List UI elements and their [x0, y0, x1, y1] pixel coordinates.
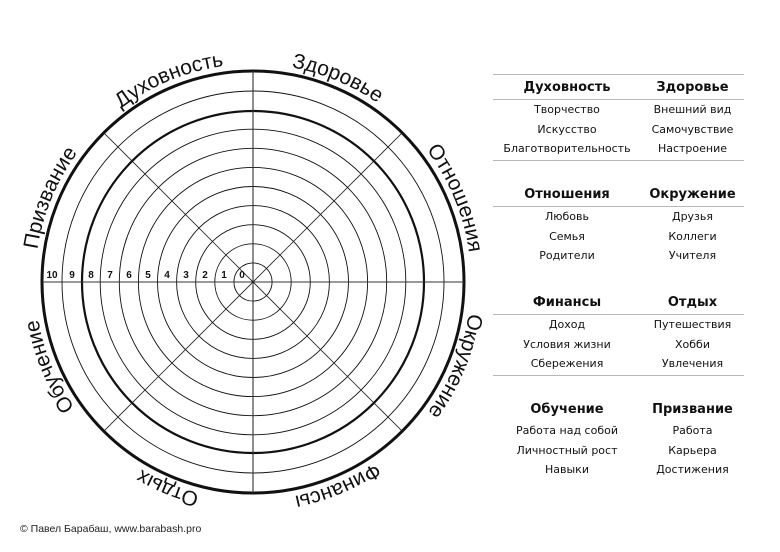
wheel-spokes [42, 71, 464, 493]
legend-item: Хобби [675, 337, 710, 351]
legend-item: Друзья [671, 210, 714, 224]
sector-label: Духовность [110, 48, 224, 113]
legend-row: Благотворительность Настроение [493, 139, 744, 159]
legend-row: Личностный рост Карьера [493, 441, 744, 461]
scale-number: 9 [69, 270, 75, 281]
legend-item: Учителя [668, 249, 717, 263]
legend-row: Работа над собой Работа [493, 421, 744, 441]
scale-number: 1 [221, 270, 227, 281]
legend-row: Творчество Внешний вид [493, 100, 744, 120]
sector-label: Окружение [424, 312, 487, 423]
legend-row: Семья Коллеги [493, 227, 744, 247]
legend-header: Обучение [530, 401, 604, 417]
legend-header: Здоровье [656, 79, 729, 95]
legend-row: Навыки Достижения [493, 460, 744, 480]
scale-number: 8 [88, 270, 94, 281]
scale-number: 4 [164, 270, 170, 281]
legend-item: Самочувствие [651, 122, 734, 136]
legend-header: Духовность [523, 79, 611, 95]
legend-item: Семья [549, 229, 585, 243]
legend-section-4: Обучение Призвание Работа над собой Рабо… [493, 397, 744, 480]
divider [493, 206, 744, 207]
spoke [103, 132, 403, 432]
legend-item: Личностный рост [516, 443, 618, 457]
legend-row: Сбережения Увлечения [493, 354, 744, 374]
scale-number: 0 [239, 270, 245, 281]
legend-item: Любовь [544, 210, 589, 224]
scale-numbers: 10 9 8 7 6 5 4 3 2 1 0 [46, 270, 245, 281]
legend-header: Финансы [532, 294, 602, 310]
legend-item: Навыки [545, 463, 589, 477]
legend-item: Коллеги [668, 229, 717, 243]
scale-number: 5 [145, 270, 151, 281]
legend-item: Внешний вид [653, 103, 732, 117]
divider [493, 159, 744, 161]
legend-item: Благотворительность [503, 142, 631, 156]
sector-label: Призвание [20, 142, 82, 250]
divider [493, 74, 744, 75]
legend-row: Любовь Друзья [493, 207, 744, 227]
legend-header: Окружение [649, 186, 736, 202]
legend-header: Отношения [524, 186, 610, 202]
scale-number: 6 [126, 270, 132, 281]
legend-header: Отдых [667, 294, 718, 310]
legend-row: Условия жизни Хобби [493, 335, 744, 355]
legend-item: Работа над собой [515, 424, 618, 438]
legend-item: Доход [548, 318, 586, 332]
legend-item: Карьера [668, 443, 717, 457]
life-balance-wheel: 10 9 8 7 6 5 4 3 2 1 0 Духовность ЗдоровьеОтношения… [20, 48, 487, 514]
legend-row: Родители Учителя [493, 246, 744, 266]
divider [493, 374, 744, 376]
scale-number: 7 [107, 270, 113, 281]
legend-header: Призвание [652, 401, 733, 417]
legend-item: Путешествия [653, 318, 732, 332]
scale-number: 10 [46, 270, 58, 281]
scale-number: 3 [183, 270, 189, 281]
scale-number: 2 [202, 270, 208, 281]
legend-section-2: Отношения Окружение Любовь Друзья Семья … [493, 182, 744, 266]
legend-section-3: Финансы Отдых Доход Путешествия Условия … [493, 290, 744, 376]
legend-item: Увлечения [661, 357, 724, 371]
sector-label: Отдых [132, 465, 201, 511]
legend-item: Условия жизни [523, 337, 611, 351]
legend-item: Родители [539, 249, 595, 263]
legend-item: Творчество [534, 103, 600, 117]
sector-label: Отношения [422, 139, 486, 253]
divider [493, 99, 744, 100]
legend-item: Достижения [656, 463, 729, 477]
legend-item: Работа [672, 424, 713, 438]
legend-item: Сбережения [530, 357, 604, 371]
divider [493, 314, 744, 315]
legend-row: Доход Путешествия [493, 315, 744, 335]
legend-section-1: Духовность Здоровье Творчество Внешний в… [493, 74, 744, 161]
legend-item: Искусство [537, 122, 597, 136]
legend-item: Настроение [657, 142, 728, 156]
copyright-footer: © Павел Барабаш, www.barabash.pro [20, 523, 202, 535]
legend-row: Искусство Самочувствие [493, 120, 744, 140]
